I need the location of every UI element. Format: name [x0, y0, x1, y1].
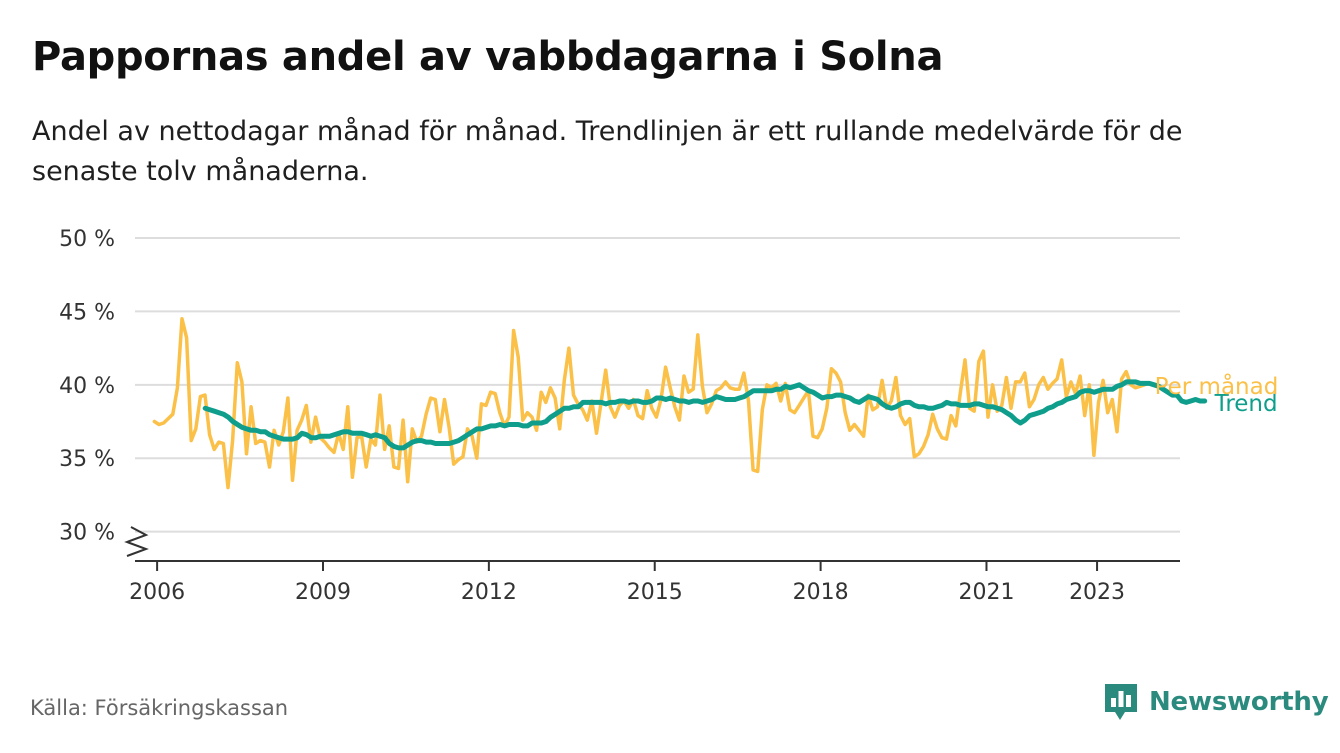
y-tick-label: 40 %: [59, 374, 115, 399]
series-lines: [152, 317, 1208, 490]
x-tick-label: 2009: [295, 580, 351, 605]
source-note: Källa: Försäkringskassan: [30, 696, 289, 720]
brand-name: Newsworthy: [1149, 687, 1329, 717]
x-tick-label: 2015: [627, 580, 683, 605]
chart-title: Pappornas andel av vabbdagarna i Solna: [32, 34, 944, 80]
line-chart: 30 % 35 % 40 % 45 % 50 % 2006 2009 2012 2015 201…: [59, 227, 1279, 605]
y-tick-label: 30 %: [59, 521, 115, 546]
x-tick-label: 2012: [461, 580, 517, 605]
series-label-trend: Trend: [1214, 391, 1278, 417]
x-axis: 2006 2009 2012 2015 2018 2021 2023: [124, 526, 1180, 605]
gridlines: [135, 237, 1180, 533]
axis-break-icon: [124, 526, 149, 557]
x-tick-label: 2023: [1069, 580, 1125, 605]
y-tick-label: 45 %: [59, 300, 115, 325]
y-axis-labels: 30 % 35 % 40 % 45 % 50 %: [59, 227, 115, 546]
series-line-trend: [202, 379, 1208, 451]
x-tick-label: 2021: [958, 580, 1014, 605]
x-tick-label: 2006: [129, 580, 185, 605]
newsworthy-logo-icon: [1105, 684, 1137, 720]
brand-logo[interactable]: Newsworthy: [1103, 682, 1329, 722]
series-label-monthly: Per månad: [1155, 372, 1279, 400]
chart-subtitle: Andel av nettodagar månad för månad. Tre…: [32, 116, 1183, 187]
x-tick-label: 2018: [793, 580, 849, 605]
y-tick-label: 50 %: [59, 227, 115, 252]
y-tick-label: 35 %: [59, 447, 115, 472]
